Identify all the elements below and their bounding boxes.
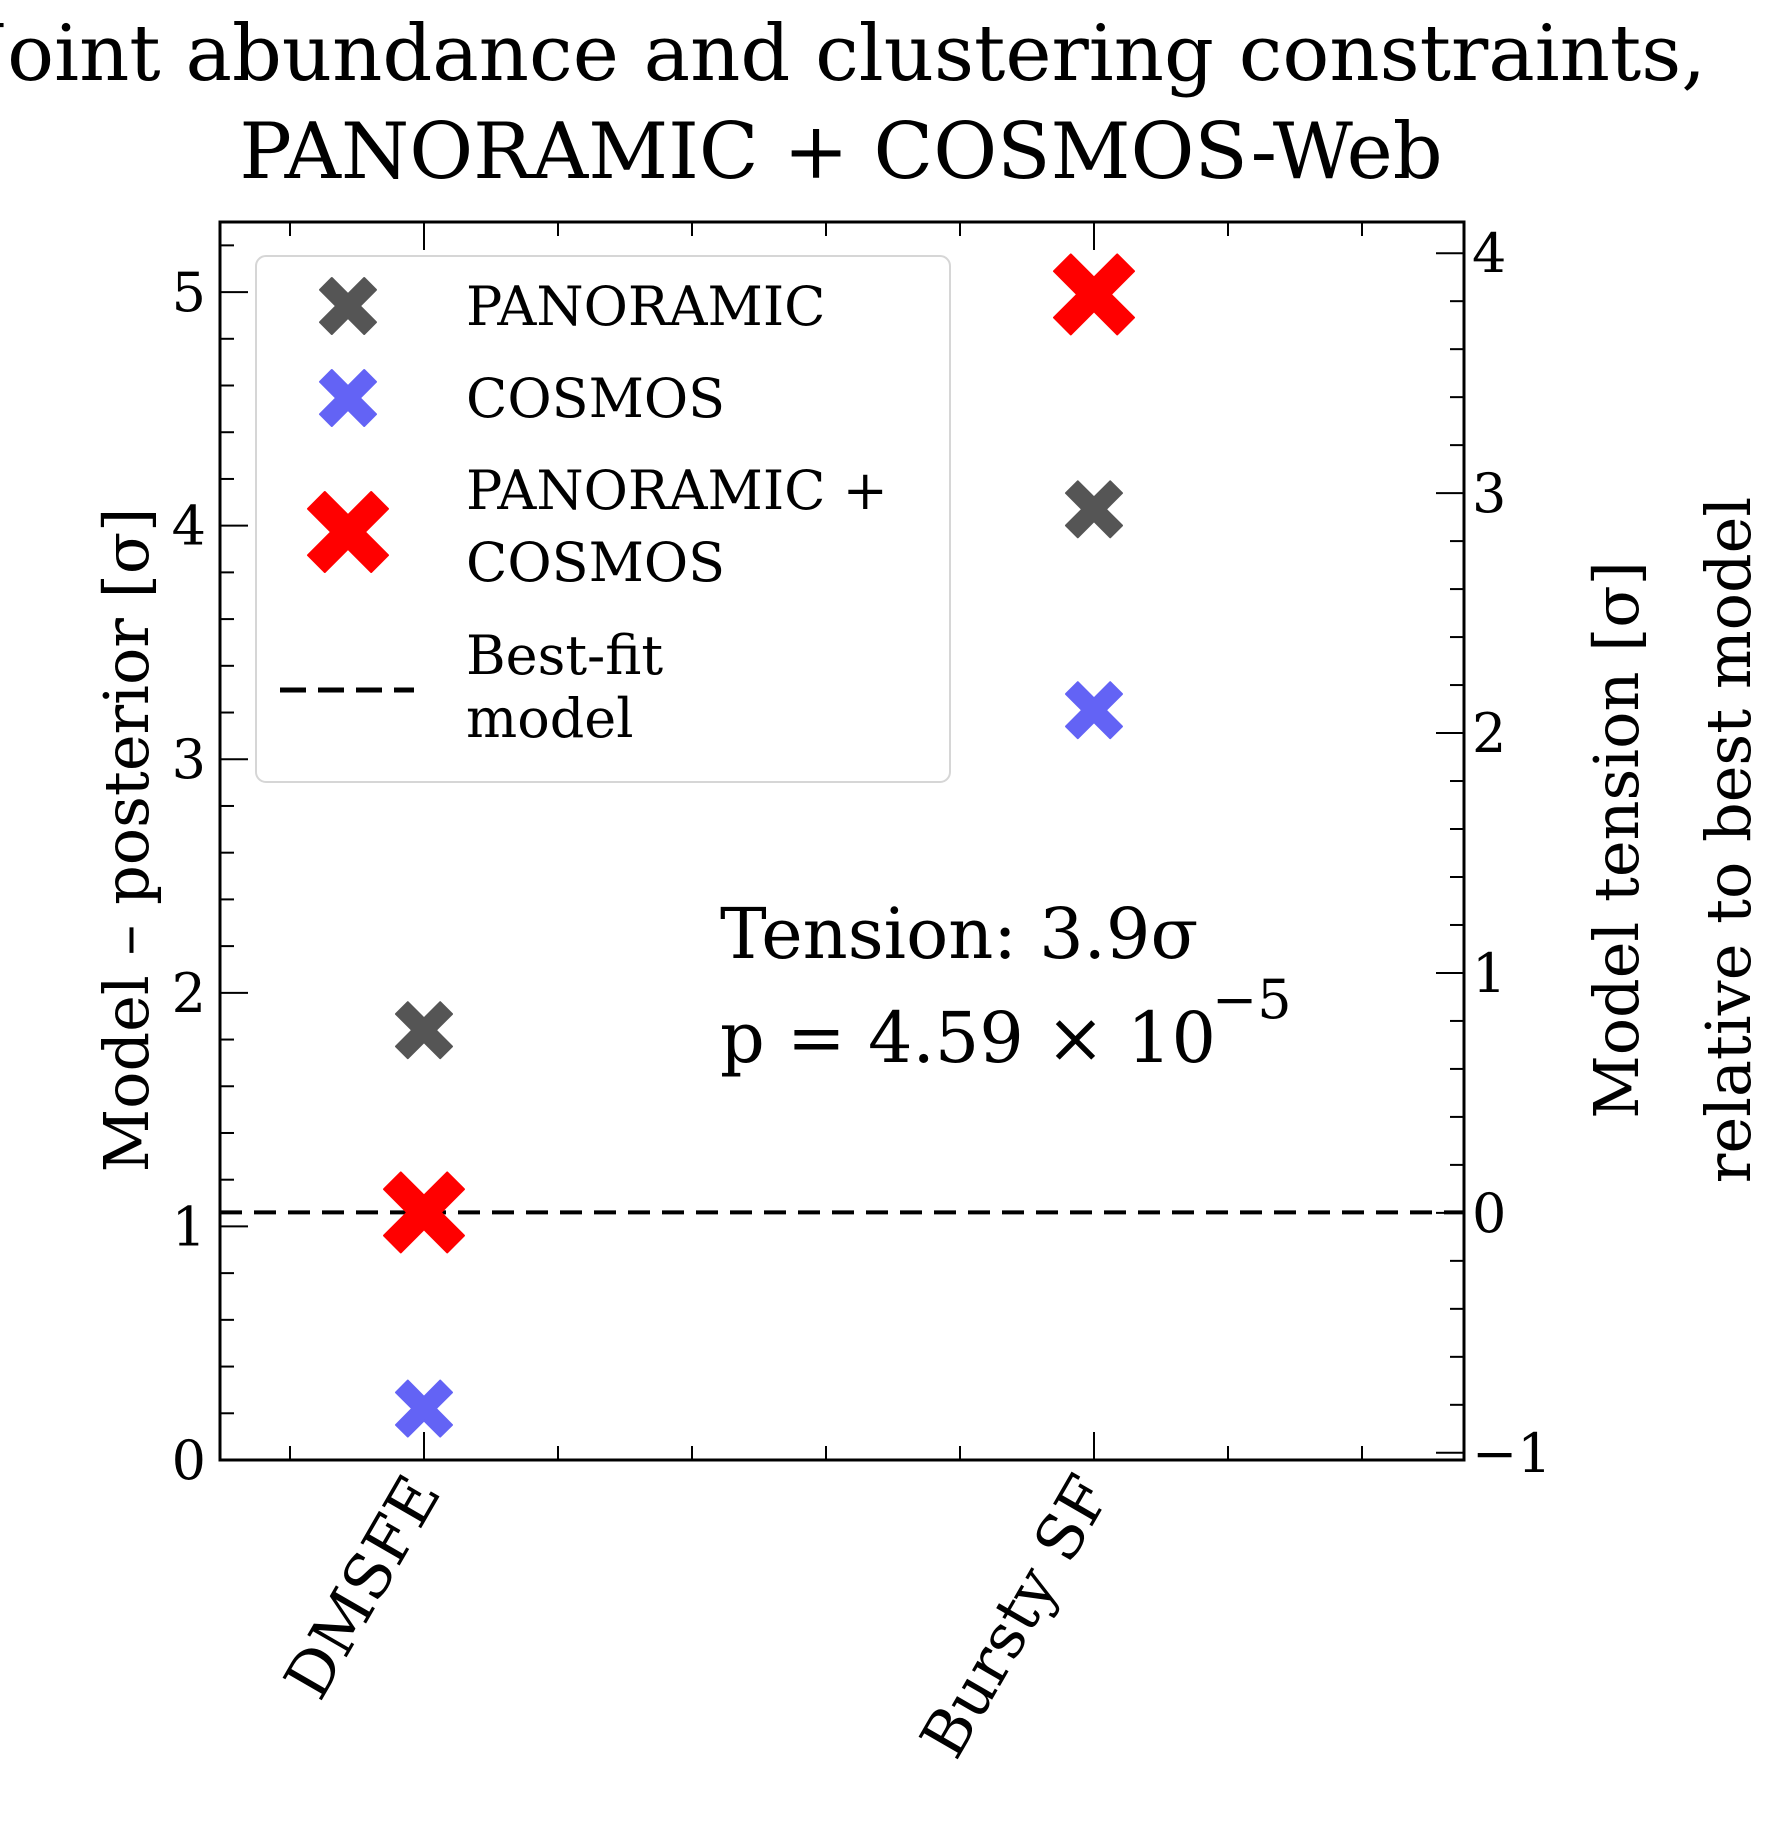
y-tick-label: 3 [172,728,206,791]
y-tick-label: 1 [172,1195,206,1258]
point-cosmos-bursty-sf [1065,681,1123,740]
legend-label: model [466,687,634,750]
point-panoramic-cosmos-bursty-sf [1053,253,1135,336]
y2-axis-title-line: relative to best model [1692,497,1765,1183]
tension-annotation: Tension: 3.9σ p = 4.59 × 10−5 [720,893,1292,1079]
x-category-labels: DMSFE Bursty SF [270,1463,1125,1770]
point-cosmos-dmsfe [395,1379,453,1438]
y2-tick-label: 1 [1472,942,1506,1005]
tension-text: Tension: 3.9σ [720,893,1198,975]
y2-tick-label: 0 [1472,1182,1506,1245]
y-tick-label: 0 [172,1429,206,1492]
y-axis-title: Model – posterior [σ] [90,508,163,1173]
point-panoramic-bursty-sf [1065,480,1123,539]
y-tick-label: 2 [172,962,206,1025]
y-tick-labels: 0 1 2 3 4 5 −1 0 1 2 3 4 [172,222,1552,1492]
axis-titles: Model – posterior [σ] Model tension [σ] re… [90,497,1765,1183]
legend-label: PANORAMIC [466,275,826,338]
legend-label: PANORAMIC + [466,459,888,522]
y-tick-label: 4 [172,495,206,558]
y2-tick-label: 2 [1472,702,1506,765]
legend-label: Best-fit [466,624,663,687]
point-panoramic-cosmos-dmsfe [383,1171,465,1254]
legend-marker [307,491,389,573]
y-tick-label: 5 [172,261,206,324]
point-panoramic-dmsfe [395,1001,453,1060]
legend: PANORAMIC COSMOS PANORAMIC + COSMOS Best-fit… [255,255,951,783]
axis-ticks [220,222,1464,1461]
y2-tick-label: −1 [1472,1422,1552,1485]
category-label: Bursty SF [906,1463,1125,1770]
data-points [383,253,1135,1438]
legend-box [255,255,951,783]
y2-tick-label: 3 [1472,462,1506,525]
y2-axis-title-line: Model tension [σ] [1580,561,1653,1119]
legend-label: COSMOS [466,367,725,430]
chart-title: Joint abundance and clustering constrain… [0,9,1706,197]
legend-marker [319,277,377,335]
y2-tick-label: 4 [1472,222,1506,285]
chart-title-line: PANORAMIC + COSMOS-Web [239,107,1442,197]
p-value-text: p = 4.59 × 10 [720,997,1216,1079]
plot-frame [218,220,1466,1462]
legend-marker [319,369,377,427]
chart-title-line: Joint abundance and clustering constrain… [0,9,1706,99]
category-label: DMSFE [270,1463,455,1711]
legend-label: COSMOS [466,531,725,594]
p-value-exponent: −5 [1212,968,1292,1031]
